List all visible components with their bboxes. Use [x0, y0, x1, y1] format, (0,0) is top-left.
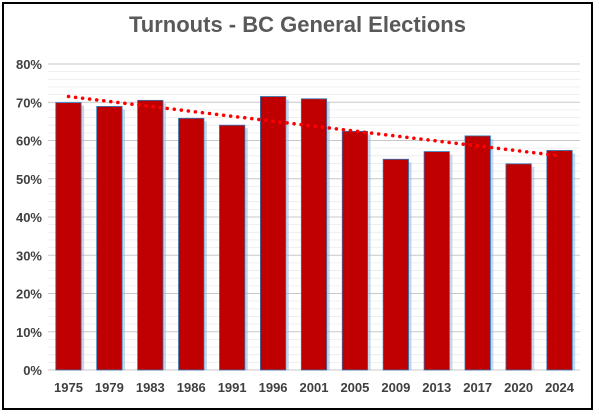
bar	[96, 106, 123, 371]
y-axis-tick-labels: 0% 10% 20% 30% 40% 50% 60% 70% 80%	[16, 57, 42, 378]
y-tick-label: 10%	[16, 325, 42, 340]
x-tick-label: 2020	[504, 380, 533, 395]
bar	[382, 158, 409, 371]
bar	[464, 135, 491, 371]
x-tick-label: 1975	[54, 380, 83, 395]
x-tick-label: 1983	[136, 380, 165, 395]
x-tick-label: 1996	[259, 380, 288, 395]
bar	[137, 99, 164, 371]
y-tick-label: 70%	[16, 95, 42, 110]
trendline-layer	[66, 94, 562, 158]
y-tick-label: 0%	[23, 363, 42, 378]
bar	[546, 150, 573, 371]
x-tick-label: 2005	[340, 380, 369, 395]
bar	[505, 163, 532, 371]
bar	[219, 124, 246, 371]
x-tick-label: 2013	[422, 380, 451, 395]
bar	[178, 117, 205, 371]
bar	[259, 96, 287, 371]
chart-title: Turnouts - BC General Elections	[129, 12, 466, 37]
bar	[423, 151, 450, 371]
x-tick-label: 2024	[545, 380, 575, 395]
x-axis-tick-labels: 1975 1979 1983 1986 1991 1996 2001 2005 2009 2013…	[54, 380, 575, 395]
bars	[55, 96, 576, 371]
x-tick-label: 1986	[177, 380, 206, 395]
x-tick-label: 2001	[300, 380, 329, 395]
x-tick-label: 1979	[95, 380, 124, 395]
y-tick-label: 20%	[16, 287, 42, 302]
y-tick-label: 30%	[16, 248, 42, 263]
y-tick-label: 50%	[16, 172, 42, 187]
bar	[55, 102, 82, 371]
x-tick-label: 2017	[463, 380, 492, 395]
x-tick-label: 2009	[381, 380, 410, 395]
y-tick-label: 60%	[16, 134, 42, 149]
x-tick-label: 1991	[218, 380, 247, 395]
y-tick-label: 40%	[16, 210, 42, 225]
bar	[341, 130, 369, 371]
trendline	[66, 94, 562, 158]
bar	[300, 98, 328, 371]
y-tick-label: 80%	[16, 57, 42, 72]
